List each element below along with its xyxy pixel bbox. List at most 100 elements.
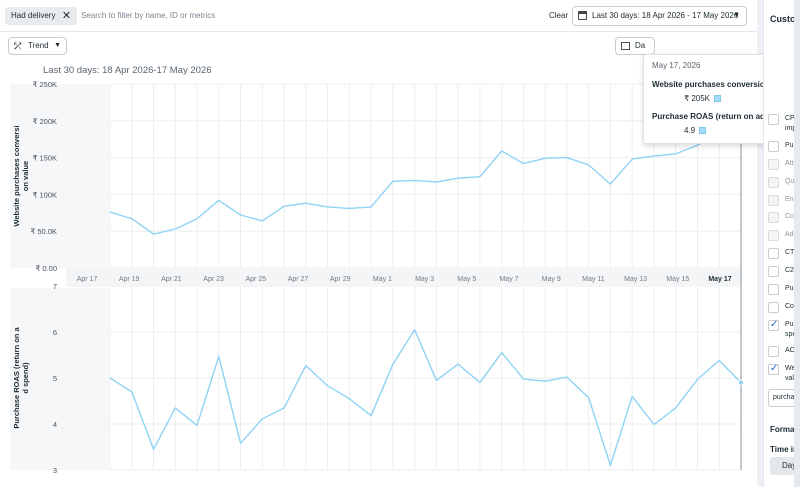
x-tick-label: Apr 25	[245, 276, 266, 283]
x-tick-label: May 9	[542, 276, 561, 283]
had-delivery-filter-chip[interactable]: Had delivery ✕	[5, 7, 78, 25]
tooltip-date: May 17, 2026	[652, 61, 701, 70]
roas-series-line	[109, 329, 742, 467]
filter-bar: Had delivery ✕ Search to filter by name,…	[0, 0, 757, 32]
y-tick-label: ₹ 50.0K	[31, 227, 57, 236]
x-tick-label: May 1	[373, 276, 392, 283]
tooltip-metric-1: Website purchases conversion value	[652, 80, 793, 89]
side-scrollbar[interactable]	[794, 0, 800, 487]
metric-checkbox[interactable]	[768, 141, 779, 152]
y-axis-label-band	[10, 84, 109, 268]
y-tick-label: ₹ 0.00	[36, 264, 57, 273]
x-tick-label: Apr 17	[77, 276, 98, 283]
y-tick-label: ₹ 200K	[33, 117, 57, 126]
series-swatch	[714, 95, 721, 102]
date-range-label: Last 30 days: 18 Apr 2026 - 17 May 2026	[592, 11, 739, 20]
y-axis-title: Purchase ROAS (return on a	[12, 327, 21, 429]
chip-label: Had delivery	[11, 11, 56, 20]
clear-button[interactable]: Clear	[549, 11, 569, 20]
series-swatch	[699, 127, 707, 134]
y-tick-label: 5	[53, 374, 57, 383]
time-interval-label: Time int	[770, 445, 800, 454]
x-tick-label: Apr 19	[119, 276, 140, 283]
x-tick-label: May 15	[666, 276, 689, 283]
metric-checkbox	[768, 177, 779, 188]
chevron-down-icon: ▼	[54, 42, 61, 49]
y-tick-label: 3	[53, 466, 57, 475]
tooltip-value-2-text: 4.9	[684, 126, 696, 135]
x-tick-label: Apr 23	[203, 276, 224, 283]
metric-option-label: Cost	[785, 303, 800, 310]
day-dropdown[interactable]: Da	[615, 37, 655, 55]
day-interval-button[interactable]: Day	[770, 457, 800, 475]
y-axis-label-band	[10, 288, 109, 470]
x-tick-label: Apr 27	[288, 276, 309, 283]
metric-option-label: Purc spen	[785, 321, 800, 338]
search-input[interactable]: Search to filter by name, ID or metrics	[81, 11, 216, 20]
chart-panel: ₹ 0.00 ₹ 50.0K ₹ 100K ₹ 150K ₹ 200K ₹ 250K 3 4 5…	[0, 32, 800, 487]
x-tick-label: Apr 21	[161, 276, 182, 283]
date-range-button[interactable]: Last 30 days: 18 Apr 2026 - 17 May 2026 …	[572, 6, 747, 26]
metric-checkbox[interactable]	[768, 266, 779, 277]
trend-dropdown[interactable]: ⤱ Trend ▼	[8, 37, 67, 55]
y-tick-label: ₹ 150K	[33, 154, 57, 163]
format-heading: Format	[770, 425, 798, 434]
metric-option-label: C2P	[785, 267, 799, 274]
metric-option-label: Web valu	[785, 365, 800, 382]
metric-option-label: Purc	[785, 142, 800, 149]
chevron-down-icon: ▼	[733, 12, 740, 19]
metric-option-label: AOV	[785, 347, 800, 354]
metric-checkbox[interactable]	[768, 114, 779, 125]
metric-checkbox[interactable]	[768, 346, 779, 357]
x-axis-band	[66, 268, 741, 287]
y-tick-label: 7	[53, 282, 57, 291]
x-tick-label: May 7	[499, 276, 518, 283]
metric-checkbox	[768, 212, 779, 223]
metric-option-label: CPM impr	[785, 115, 800, 132]
metric-checkbox[interactable]	[768, 284, 779, 295]
x-tick-label: Apr 29	[330, 276, 351, 283]
y-tick-label: 4	[53, 420, 57, 429]
metric-checkbox[interactable]	[768, 319, 779, 331]
trend-label: Trend	[28, 41, 49, 50]
trend-chart: ₹ 0.00 ₹ 50.0K ₹ 100K ₹ 150K ₹ 200K ₹ 250K 3 4 5…	[10, 80, 745, 475]
metric-option-label: Qual	[785, 178, 800, 185]
y-axis-title: d spend)	[21, 362, 30, 394]
tooltip-value-2: 4.9	[652, 126, 794, 135]
metric-checkbox	[768, 159, 779, 170]
customize-heading: Customi	[770, 14, 800, 24]
y-tick-label: 6	[53, 328, 57, 337]
conversion-value-series-line	[109, 116, 742, 235]
metric-checkbox	[768, 195, 779, 206]
y-axis-title: on value	[21, 161, 30, 191]
y-tick-label: ₹ 250K	[33, 80, 57, 89]
calendar-icon	[578, 11, 587, 20]
x-tick-label: May 3	[415, 276, 434, 283]
tooltip-value-1: ₹ 205K	[652, 94, 794, 103]
metric-checkbox[interactable]	[768, 248, 779, 259]
metric-option-label-line2: valu	[785, 375, 798, 382]
tooltip-metric-2: Purchase ROAS (return on ad spend)	[652, 112, 794, 121]
y-tick-label: ₹ 100K	[33, 190, 57, 199]
metric-checkbox[interactable]	[768, 363, 779, 375]
metric-option-label: CTR	[785, 249, 800, 256]
period-label: Last 30 days: 18 Apr 2026-17 May 2026	[43, 65, 212, 76]
trend-icon: ⤱	[14, 41, 22, 51]
x-tick-label: May 11	[582, 276, 605, 283]
metric-option-label-line2: impr	[785, 125, 799, 132]
metric-option-label-line2: spen	[785, 331, 800, 338]
metric-option-label: Conv	[785, 213, 800, 220]
metric-option-label: Attri	[785, 160, 798, 167]
table-icon	[621, 42, 630, 50]
day-label: Da	[635, 41, 646, 50]
metric-checkbox	[768, 230, 779, 241]
close-icon[interactable]: ✕	[61, 10, 72, 22]
x-tick-label: May 13	[624, 276, 647, 283]
x-tick-label: May 17	[708, 276, 731, 283]
hover-point	[737, 379, 745, 386]
metric-option-label: Ad s	[785, 231, 800, 238]
metric-search-input[interactable]: purchase	[768, 389, 800, 407]
metric-option-label: Enga	[785, 196, 800, 203]
metric-checkbox[interactable]	[768, 302, 779, 313]
